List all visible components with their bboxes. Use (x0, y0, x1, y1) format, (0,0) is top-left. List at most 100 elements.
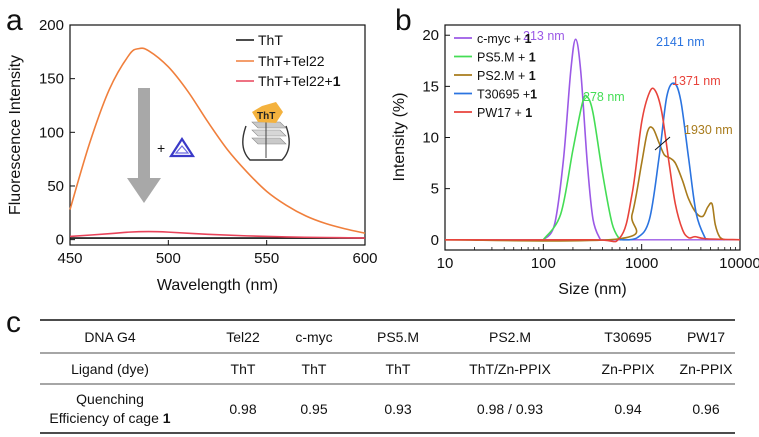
chart-b-series-line-1 (542, 94, 621, 241)
table-row-header-quenching-line2: Efficiency of cage 1 (49, 410, 170, 426)
chart-b-ylabel: Intensity (%) (391, 93, 408, 182)
table-header-cell: T30695 (604, 329, 652, 345)
table-row-header-quenching-bold: 1 (163, 410, 171, 426)
chart-b-peak-label: 1371 nm (672, 74, 721, 88)
chart-a-ytick-label: 100 (39, 124, 64, 141)
legend-b-label-text-1: PS5.M + (477, 51, 529, 65)
legend-a-label-2-bold: 1 (333, 73, 341, 89)
chart-a-xlabel: Wavelength (nm) (157, 277, 278, 294)
legend-b-label-text-2: PS2.M + (477, 69, 529, 83)
chart-a-legend: ThT ThT+Tel22 ThT+Tel22+1 (236, 32, 341, 89)
legend-b-label-text-3: T30695 + (477, 88, 530, 102)
legend-b-label-0: c-myc + 1 (477, 32, 532, 46)
chart-b-series-line-0 (542, 38, 602, 241)
panel-letter-a: a (6, 4, 23, 37)
legend-a-label-0: ThT (258, 32, 283, 48)
chart-b-ytick-label: 5 (431, 181, 439, 198)
table-header-cell: c-myc (295, 329, 332, 345)
chart-b-xlabel: Size (nm) (558, 281, 626, 298)
chart-a-ylabel: Fluorescence Intensity (7, 55, 24, 215)
chart-b-xtick-label: 10 (437, 255, 454, 272)
chart-a-ytick-label: 150 (39, 71, 64, 88)
table-cells: DNA G4 Tel22 c-myc PS5.M PS2.M T30695 PW17 Liga… (71, 329, 733, 417)
chart-b-ytick-label: 0 (431, 232, 439, 249)
down-arrow-icon (127, 88, 161, 203)
table-cell: Zn-PPIX (680, 361, 734, 377)
panel-letter-b: b (395, 4, 412, 37)
table-header-cell: PS5.M (377, 329, 419, 345)
chart-b-peak-label: 213 nm (523, 29, 565, 43)
chart-a-ytick-label: 50 (47, 178, 64, 195)
legend-b-label-2: PS2.M + 1 (477, 69, 536, 83)
table-header-cell: Tel22 (226, 329, 260, 345)
legend-b-label-4: PW17 + 1 (477, 106, 532, 120)
chart-b-xtick-label: 10000 (719, 255, 759, 272)
legend-b-label-text-0: c-myc + (477, 32, 525, 46)
table-cell: ThT (302, 361, 327, 377)
efficiency-table: DNA G4 Tel22 c-myc PS5.M PS2.M T30695 PW17 Liga… (40, 319, 735, 434)
table-row-header-quenching-line1: Quenching (76, 391, 144, 407)
chart-b-series-line-4 (444, 87, 741, 243)
chart-b-xtick-label: 1000 (625, 255, 658, 272)
table-row-header-quenching-text: Efficiency of cage (49, 410, 162, 426)
chart-b-ytick-label: 20 (422, 27, 439, 44)
legend-b-label-3: T30695 +1 (477, 88, 537, 102)
chart-b-peak-label: 278 nm (583, 90, 625, 104)
chart-a-xtick-label: 500 (156, 250, 181, 267)
chart-b-series-line-2 (444, 126, 726, 242)
table-cell-efficiency: 0.93 (384, 401, 411, 417)
chart-a-ytick-label: 200 (39, 17, 64, 34)
chart-a-series-line-1 (69, 47, 366, 234)
chart-a-xtick-label: 550 (254, 250, 279, 267)
chart-a-xtick-label: 600 (352, 250, 377, 267)
chart-b-axes: 10 100 1000 10000 0 5 10 15 20 (422, 27, 759, 272)
legend-b-label-bold-2: 1 (529, 69, 536, 83)
chart-b-peak-label: 1930 nm (684, 123, 733, 137)
table-header-cell: PW17 (687, 329, 725, 345)
table-cell-efficiency: 0.94 (614, 401, 641, 417)
table-cell: Zn-PPIX (602, 361, 656, 377)
legend-b-label-1: PS5.M + 1 (477, 51, 536, 65)
table-cell: ThT (386, 361, 411, 377)
plus-sign: + (157, 140, 165, 156)
chart-b-peak-label: 2141 nm (656, 35, 705, 49)
chart-b: 10 100 1000 10000 0 5 10 15 20 213 nm 278 nm 1371 … (391, 24, 759, 298)
chart-a-xtick-label: 450 (57, 250, 82, 267)
tht-molecule-label: ThT (257, 111, 275, 122)
chart-a-series-line-2 (69, 230, 366, 239)
table-cell: Ligand (dye) (71, 361, 149, 377)
chart-b-ytick-label: 10 (422, 130, 439, 147)
table-cell: ThT/Zn-PPIX (469, 361, 551, 377)
legend-a-label-2-text: ThT+Tel22+ (258, 73, 333, 89)
legend-a-label-2: ThT+Tel22+1 (258, 73, 341, 89)
legend-b-label-text-4: PW17 + (477, 106, 525, 120)
cage-triangle-icon (168, 136, 196, 158)
chart-a-series (69, 47, 366, 239)
table-cell-efficiency: 0.98 (229, 401, 256, 417)
table-header-cell: PS2.M (489, 329, 531, 345)
peak-1930-pointer (654, 136, 671, 151)
legend-a-label-1: ThT+Tel22 (258, 53, 325, 69)
legend-b-label-bold-1: 1 (529, 51, 536, 65)
chart-b-series-line-3 (619, 82, 707, 241)
chart-a-frame (69, 24, 366, 246)
g-quadruplex-icon: ThT (242, 102, 290, 161)
legend-b-label-bold-0: 1 (525, 32, 532, 46)
legend-b-label-bold-3: 1 (530, 88, 537, 102)
chart-a: 450 500 550 600 0 50 100 150 200 Wavelength (nm)… (7, 17, 378, 294)
table-cell-efficiency: 0.95 (300, 401, 327, 417)
chart-a-ytick-label: 0 (56, 232, 64, 249)
table-header-cell: DNA G4 (84, 329, 136, 345)
chart-a-axes: 450 500 550 600 0 50 100 150 200 (39, 17, 378, 267)
chart-b-series (444, 38, 741, 243)
table-cell-efficiency: 0.98 / 0.93 (477, 401, 543, 417)
chart-b-xtick-label: 100 (531, 255, 556, 272)
table-cell-efficiency: 0.96 (692, 401, 719, 417)
legend-b-label-bold-4: 1 (525, 106, 532, 120)
table-cell: ThT (231, 361, 256, 377)
panel-letter-c: c (6, 306, 21, 339)
chart-b-ytick-label: 15 (422, 78, 439, 95)
chart-b-peak-labels: 213 nm 278 nm 1371 nm 2141 nm 1930 nm (523, 29, 733, 137)
